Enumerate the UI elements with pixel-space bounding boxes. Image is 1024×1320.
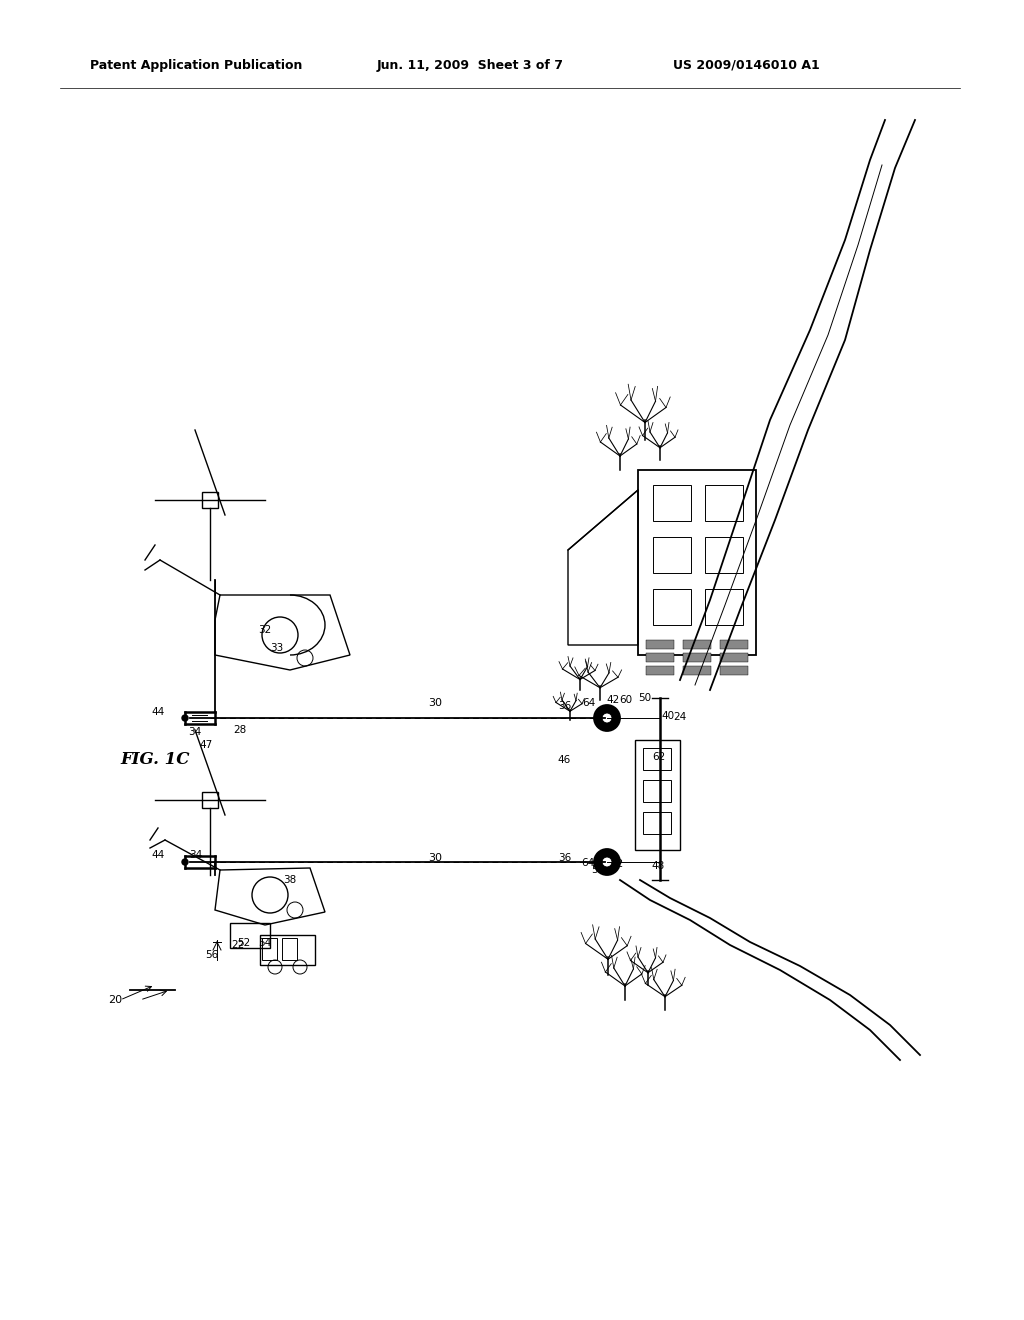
- Text: 20: 20: [108, 995, 122, 1005]
- Text: 36: 36: [558, 701, 571, 711]
- Text: 58: 58: [592, 865, 604, 875]
- Text: 30: 30: [428, 698, 442, 708]
- Text: 42: 42: [610, 859, 624, 869]
- Text: 54: 54: [258, 939, 271, 948]
- Bar: [653, 589, 691, 624]
- Bar: [705, 589, 743, 624]
- Text: 48: 48: [651, 861, 665, 871]
- Text: 64: 64: [582, 858, 595, 869]
- Text: 36: 36: [558, 853, 571, 863]
- Text: Patent Application Publication: Patent Application Publication: [90, 58, 302, 71]
- Bar: [720, 640, 748, 649]
- Circle shape: [602, 713, 612, 723]
- Bar: [282, 939, 297, 960]
- Bar: [202, 792, 218, 808]
- Bar: [202, 492, 218, 508]
- Bar: [646, 667, 674, 675]
- Bar: [720, 667, 748, 675]
- Text: FIG. 1C: FIG. 1C: [120, 751, 189, 768]
- Text: 62: 62: [652, 752, 666, 762]
- Bar: [262, 939, 278, 960]
- Bar: [260, 935, 315, 965]
- Bar: [683, 653, 711, 663]
- Text: 64: 64: [583, 698, 596, 708]
- Text: 52: 52: [238, 939, 251, 948]
- Circle shape: [182, 715, 188, 721]
- Bar: [230, 923, 270, 948]
- Circle shape: [602, 857, 612, 867]
- Circle shape: [594, 705, 620, 731]
- Text: 24: 24: [674, 711, 687, 722]
- Text: 22: 22: [231, 940, 245, 950]
- Text: 46: 46: [557, 755, 570, 766]
- Text: 30: 30: [428, 853, 442, 863]
- Text: 47: 47: [200, 741, 213, 750]
- Circle shape: [594, 849, 620, 875]
- Bar: [646, 640, 674, 649]
- Text: 34: 34: [188, 727, 202, 737]
- Text: 40: 40: [662, 711, 675, 721]
- Bar: [683, 667, 711, 675]
- Text: US 2009/0146010 A1: US 2009/0146010 A1: [673, 58, 820, 71]
- Text: 44: 44: [152, 708, 165, 717]
- Bar: [643, 748, 671, 770]
- Text: Jun. 11, 2009  Sheet 3 of 7: Jun. 11, 2009 Sheet 3 of 7: [377, 58, 563, 71]
- Text: 50: 50: [638, 693, 651, 704]
- Bar: [653, 537, 691, 573]
- Text: 34: 34: [189, 850, 203, 861]
- Text: 33: 33: [270, 643, 284, 653]
- Text: 60: 60: [620, 696, 633, 705]
- Bar: [646, 653, 674, 663]
- Text: 32: 32: [258, 624, 271, 635]
- Bar: [643, 812, 671, 834]
- Bar: [705, 537, 743, 573]
- Circle shape: [182, 859, 188, 865]
- Text: 38: 38: [284, 875, 297, 884]
- Bar: [720, 653, 748, 663]
- Bar: [643, 780, 671, 803]
- Text: 44: 44: [152, 850, 165, 861]
- Bar: [653, 484, 691, 521]
- Bar: [635, 741, 680, 850]
- Bar: [638, 470, 756, 655]
- Text: 42: 42: [606, 696, 620, 705]
- Bar: [683, 640, 711, 649]
- Text: 56: 56: [206, 950, 219, 960]
- Bar: [705, 484, 743, 521]
- Text: 28: 28: [233, 725, 247, 735]
